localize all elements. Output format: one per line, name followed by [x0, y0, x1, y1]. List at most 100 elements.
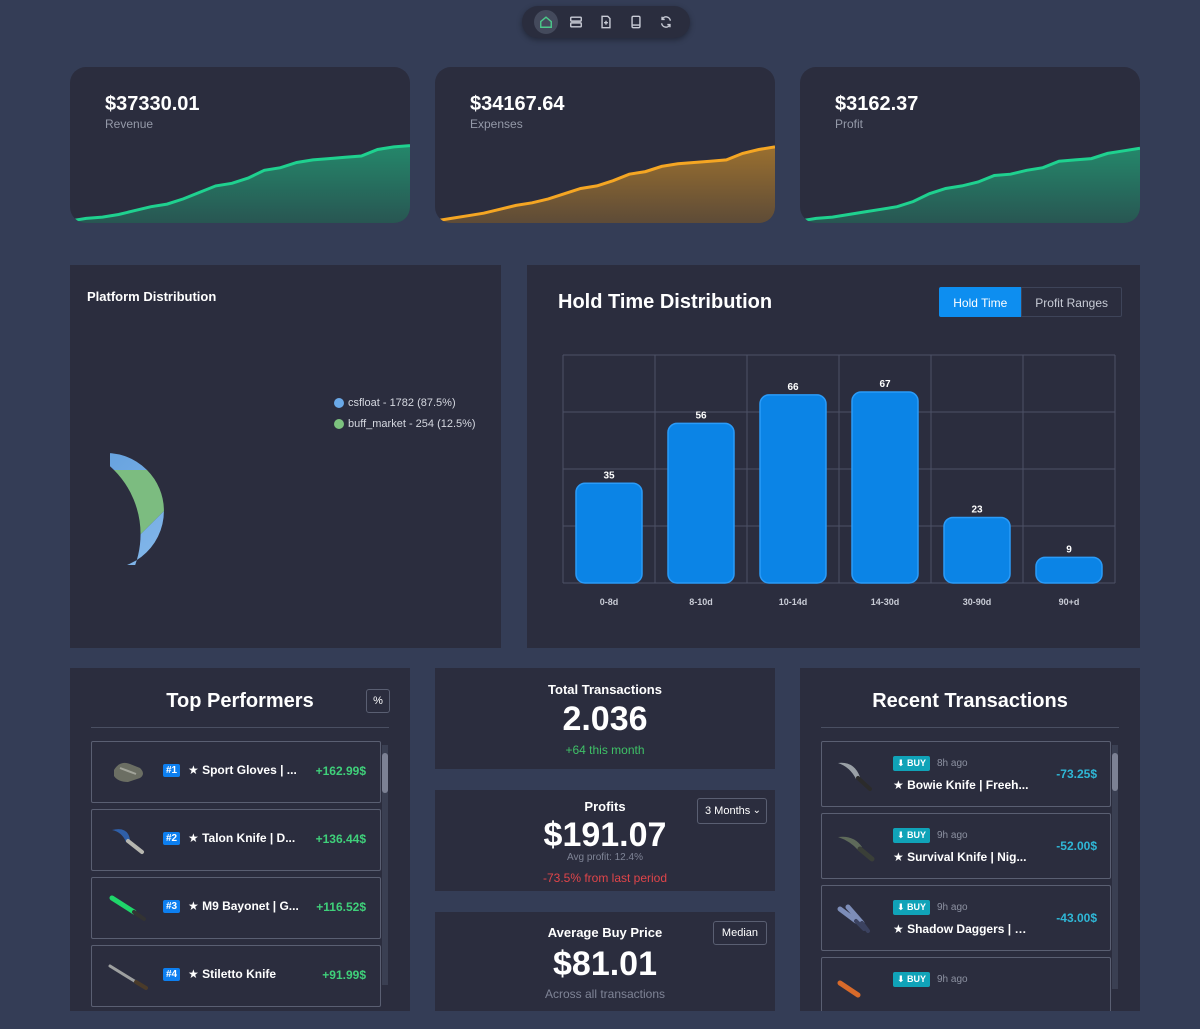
average-buy-price-value: $81.01	[553, 945, 657, 983]
item-amount: -73.25$	[1056, 767, 1097, 781]
list-item[interactable]: #2 ★ Talon Knife | D... +136.44$	[91, 809, 381, 871]
file-plus-nav-button[interactable]	[594, 10, 618, 34]
item-name: ★ Stiletto Knife	[188, 967, 277, 981]
top-nav-bar	[522, 6, 690, 38]
item-name: ★ Bowie Knife | Freeh...	[893, 778, 1029, 792]
scrollbar-thumb[interactable]	[382, 753, 388, 793]
legend-label: buff_market - 254 (12.5%)	[348, 418, 476, 430]
time-ago: 8h ago	[937, 758, 968, 769]
average-buy-price-card: Average Buy Price Median $81.01 Across a…	[435, 912, 775, 1011]
sparkline-line	[70, 144, 410, 223]
x-tick-label: 30-90d	[963, 597, 992, 607]
average-buy-price-title: Average Buy Price	[547, 925, 663, 940]
buy-label: BUY	[907, 830, 927, 840]
divider	[821, 727, 1119, 728]
profit-ranges-tab[interactable]: Profit Ranges	[1021, 287, 1122, 317]
recent-transactions-panel: Recent Transactions ⬇ BUY 8h ago ★ Bowie…	[800, 668, 1140, 1011]
list-item[interactable]: ⬇ BUY 9h ago	[821, 957, 1111, 1011]
percent-toggle-button[interactable]: %	[366, 689, 390, 713]
layers-nav-button[interactable]	[564, 10, 588, 34]
platform-donut-chart	[110, 443, 164, 565]
revenue-label: Revenue	[105, 117, 154, 131]
item-profit: +162.99$	[315, 764, 366, 778]
legend-item-buff-market[interactable]: buff_market - 254 (12.5%)	[334, 418, 476, 430]
gloves-icon	[114, 762, 143, 782]
total-transactions-value: 2.036	[562, 700, 648, 738]
revenue-card: $37330.01 Revenue	[70, 67, 410, 223]
profit-value: $3162.37	[835, 93, 919, 115]
recent-transactions-title: Recent Transactions	[872, 690, 1068, 712]
home-icon	[540, 16, 552, 28]
scrollbar-thumb[interactable]	[1112, 753, 1118, 791]
profits-change: -73.5% from last period	[542, 871, 668, 885]
list-item[interactable]: ⬇ BUY 9h ago ★ Shadow Daggers | B... -43…	[821, 885, 1111, 951]
list-item[interactable]: ⬇ BUY 9h ago ★ Survival Knife | Nig... -…	[821, 813, 1111, 879]
hold-time-bar-chart: 35 0-8d 56 8-10d 66 10-14d 67 14-30d 23 30-90d 9 90…	[562, 354, 1116, 607]
recent-transactions-list: ⬇ BUY 8h ago ★ Bowie Knife | Freeh... -7…	[821, 741, 1111, 1011]
knife-icon	[838, 836, 875, 862]
total-transactions-card: Total Transactions 2.036 +64 this month	[435, 668, 775, 769]
item-profit: +91.99$	[322, 968, 366, 982]
period-select[interactable]: 3 Months ⌄	[697, 798, 767, 824]
scrollbar[interactable]	[382, 745, 388, 985]
profit-card: $3162.37 Profit	[800, 67, 1140, 223]
bar-8-10d[interactable]	[667, 422, 735, 584]
time-ago: 9h ago	[937, 974, 968, 985]
profit-sparkline	[800, 146, 1140, 223]
item-profit: +116.52$	[316, 900, 366, 914]
platform-legend: csfloat - 1782 (87.5%) buff_market - 254…	[334, 397, 476, 439]
bar-0-8d[interactable]	[575, 482, 643, 584]
profits-card: Profits 3 Months ⌄ $191.07 Avg profit: 1…	[435, 790, 775, 891]
list-item[interactable]: #3 ★ M9 Bayonet | G... +116.52$	[91, 877, 381, 939]
tablet-nav-button[interactable]	[624, 10, 648, 34]
expenses-card: $34167.64 Expenses	[435, 67, 775, 223]
sparkline-line	[435, 145, 775, 223]
legend-item-csfloat[interactable]: csfloat - 1782 (87.5%)	[334, 397, 476, 409]
sparkline-area	[70, 145, 410, 223]
sparkline-area	[800, 148, 1140, 223]
bar-14-30d[interactable]	[851, 391, 919, 584]
top-performers-title: Top Performers	[166, 690, 314, 712]
list-item[interactable]: ⬇ BUY 8h ago ★ Bowie Knife | Freeh... -7…	[821, 741, 1111, 807]
x-tick-label: 0-8d	[600, 597, 619, 607]
expenses-label: Expenses	[470, 117, 523, 131]
time-ago: 9h ago	[937, 830, 968, 841]
bar-10-14d[interactable]	[759, 394, 827, 584]
bar-30-90d[interactable]	[943, 516, 1011, 584]
median-button[interactable]: Median	[712, 921, 767, 945]
chart-mode-toggle: Hold Time Profit Ranges	[939, 287, 1122, 317]
knife-icon	[838, 762, 872, 791]
bar-value-label: 23	[971, 504, 983, 515]
item-name: ★ Talon Knife | D...	[188, 831, 296, 845]
hold-time-panel: Hold Time Distribution Hold Time Profit …	[527, 265, 1140, 648]
legend-swatch	[334, 398, 344, 408]
average-buy-price-sub: Across all transactions	[544, 987, 666, 1001]
refresh-nav-button[interactable]	[654, 10, 678, 34]
layers-icon	[570, 16, 582, 28]
scrollbar[interactable]	[1112, 745, 1118, 989]
chevron-down-icon: ⌄	[752, 805, 761, 816]
x-tick-label: 8-10d	[689, 597, 713, 607]
file-plus-icon	[601, 15, 611, 29]
bar-value-label: 66	[787, 382, 799, 393]
x-tick-label: 90+d	[1059, 597, 1080, 607]
profits-value: $191.07	[543, 816, 667, 854]
profits-title: Profits	[584, 799, 626, 814]
home-nav-button[interactable]	[534, 10, 558, 34]
list-item[interactable]: #4 ★ Stiletto Knife +91.99$	[91, 945, 381, 1007]
knife-icon	[109, 895, 146, 921]
list-item[interactable]: #1 ★ Sport Gloves | ... +162.99$	[91, 741, 381, 803]
buy-label: BUY	[907, 974, 927, 984]
buy-badge: ⬇ BUY	[893, 900, 931, 915]
x-tick-label: 10-14d	[779, 597, 808, 607]
donut-slice-buff_market[interactable]	[114, 470, 164, 535]
item-name: ★ Sport Gloves | ...	[188, 763, 297, 777]
item-amount: -52.00$	[1056, 839, 1097, 853]
rank-badge: #1	[163, 764, 181, 777]
bar-90+d[interactable]	[1035, 556, 1103, 584]
knife-icon	[112, 829, 144, 854]
hold-time-tab[interactable]: Hold Time	[939, 287, 1022, 317]
buy-badge: ⬇ BUY	[893, 756, 931, 771]
bar-value-label: 35	[603, 470, 615, 481]
donut-slice-csfloat[interactable]	[110, 443, 164, 565]
